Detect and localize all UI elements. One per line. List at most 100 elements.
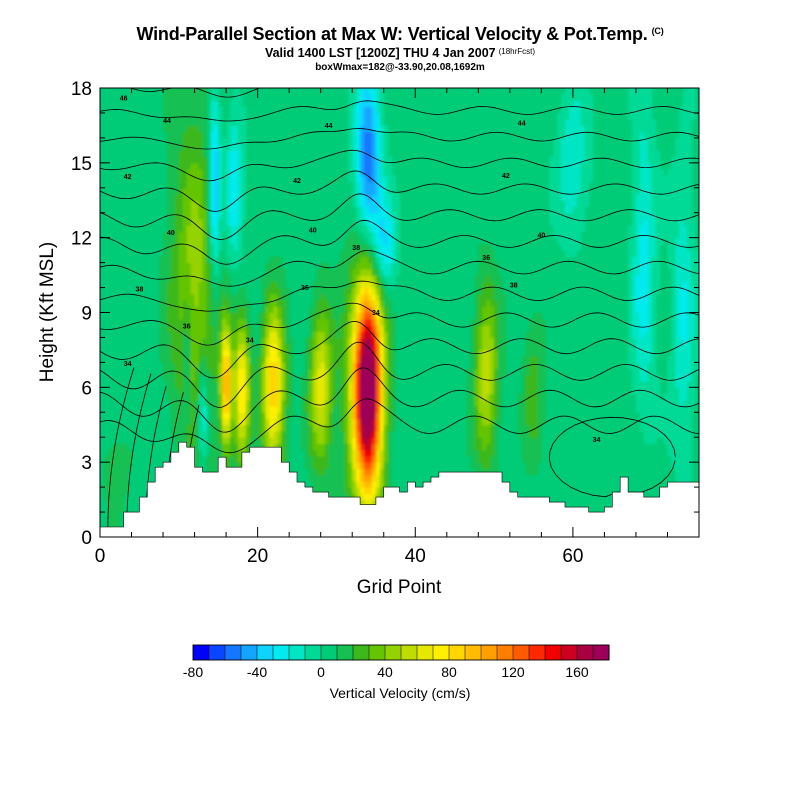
- heatmap-cell: [549, 181, 554, 189]
- heatmap-cell: [474, 424, 479, 432]
- heatmap-cell: [186, 387, 192, 395]
- heatmap-cell: [675, 349, 680, 357]
- heatmap-cell: [340, 362, 345, 370]
- heatmap-cell: [364, 112, 369, 120]
- heatmap-cell: [474, 300, 479, 307]
- heatmap-cell: [281, 443, 286, 451]
- heatmap-cell: [182, 237, 188, 245]
- heatmap-cell: [387, 312, 393, 320]
- heatmap-cell: [324, 412, 330, 420]
- heatmap-cell: [367, 112, 373, 120]
- heatmap-cell: [568, 162, 574, 170]
- heatmap-cell: [320, 430, 326, 438]
- heatmap-cell: [553, 156, 558, 164]
- heatmap-cell: [304, 462, 310, 470]
- heatmap-cell: [360, 462, 365, 470]
- heatmap-cell: [210, 287, 215, 295]
- heatmap-cell: [344, 300, 349, 307]
- heatmap-cell: [230, 162, 235, 170]
- heatmap-cell: [344, 287, 349, 295]
- heatmap-cell: [214, 324, 219, 332]
- heatmap-cell: [233, 225, 239, 233]
- heatmap-cell: [628, 306, 633, 314]
- heatmap-cell: [218, 312, 223, 320]
- heatmap-cell: [348, 324, 353, 332]
- heatmap-cell: [230, 137, 235, 145]
- heatmap-cell: [683, 449, 688, 457]
- heatmap-cell: [174, 300, 180, 307]
- heatmap-cell: [632, 200, 637, 208]
- heatmap-cell: [525, 455, 531, 463]
- heatmap-cell: [643, 356, 649, 363]
- heatmap-cell: [332, 493, 338, 501]
- isentrope-43: [100, 128, 699, 150]
- heatmap-cell: [348, 387, 353, 395]
- heatmap-cell: [324, 343, 330, 351]
- heatmap-cell: [273, 349, 278, 357]
- heatmap-cell: [352, 131, 357, 139]
- heatmap-cell: [580, 169, 586, 176]
- heatmap-cell: [190, 399, 196, 407]
- heatmap-cell: [245, 437, 251, 445]
- heatmap-cell: [643, 218, 649, 226]
- heatmap-cell: [383, 324, 389, 332]
- heatmap-cell: [494, 318, 499, 326]
- x-tick-label: 40: [405, 546, 426, 567]
- heatmap-cell: [470, 430, 475, 438]
- heatmap-cell: [178, 119, 184, 127]
- heatmap-cell: [482, 437, 487, 445]
- heatmap-cell: [163, 293, 168, 301]
- heatmap-cell: [525, 406, 531, 413]
- heatmap-cell: [679, 175, 684, 183]
- heatmap-cell: [387, 468, 393, 476]
- heatmap-cell: [170, 312, 176, 320]
- heatmap-cell: [210, 156, 215, 164]
- heatmap-cell: [222, 343, 227, 351]
- heatmap-cell: [348, 144, 353, 151]
- heatmap-cell: [498, 312, 503, 320]
- heatmap-cell: [643, 250, 649, 257]
- heatmap-cell: [663, 418, 669, 426]
- heatmap-cell: [336, 300, 341, 307]
- heatmap-cell: [391, 349, 397, 357]
- heatmap-cell: [639, 194, 645, 201]
- heatmap-cell: [647, 256, 653, 264]
- heatmap-cell: [348, 468, 353, 476]
- heatmap-cell: [163, 125, 168, 133]
- heatmap-cell: [210, 449, 215, 457]
- heatmap-cell: [628, 356, 633, 363]
- heatmap-cell: [478, 256, 483, 264]
- heatmap-cell: [494, 455, 499, 463]
- heatmap-cell: [198, 144, 204, 151]
- heatmap-cell: [371, 443, 377, 451]
- heatmap-cell: [356, 331, 361, 339]
- heatmap-cell: [379, 343, 385, 351]
- heatmap-cell: [198, 399, 204, 407]
- heatmap-cell: [375, 443, 381, 451]
- heatmap-cell: [655, 275, 661, 282]
- heatmap-cell: [328, 399, 334, 407]
- heatmap-cell: [466, 387, 472, 395]
- heatmap-cell: [687, 418, 692, 426]
- heatmap-cell: [281, 374, 286, 382]
- heatmap-cell: [486, 424, 491, 432]
- heatmap-cell: [202, 293, 207, 301]
- heatmap-cell: [178, 137, 184, 145]
- heatmap-cell: [679, 194, 684, 201]
- heatmap-cell: [632, 100, 637, 108]
- heatmap-cell: [182, 418, 188, 426]
- heatmap-cell: [687, 137, 692, 145]
- heatmap-cell: [651, 399, 657, 407]
- heatmap-cell: [245, 337, 251, 345]
- heatmap-cell: [561, 243, 566, 251]
- heatmap-cell: [320, 406, 326, 413]
- heatmap-cell: [379, 306, 385, 314]
- heatmap-cell: [163, 306, 168, 314]
- contour-label: 34: [124, 361, 132, 368]
- heatmap-cell: [375, 368, 381, 376]
- heatmap-cell: [635, 206, 641, 214]
- heatmap-cell: [182, 150, 188, 158]
- heatmap-cell: [486, 293, 491, 301]
- heatmap-cell: [367, 449, 373, 457]
- heatmap-cell: [273, 424, 278, 432]
